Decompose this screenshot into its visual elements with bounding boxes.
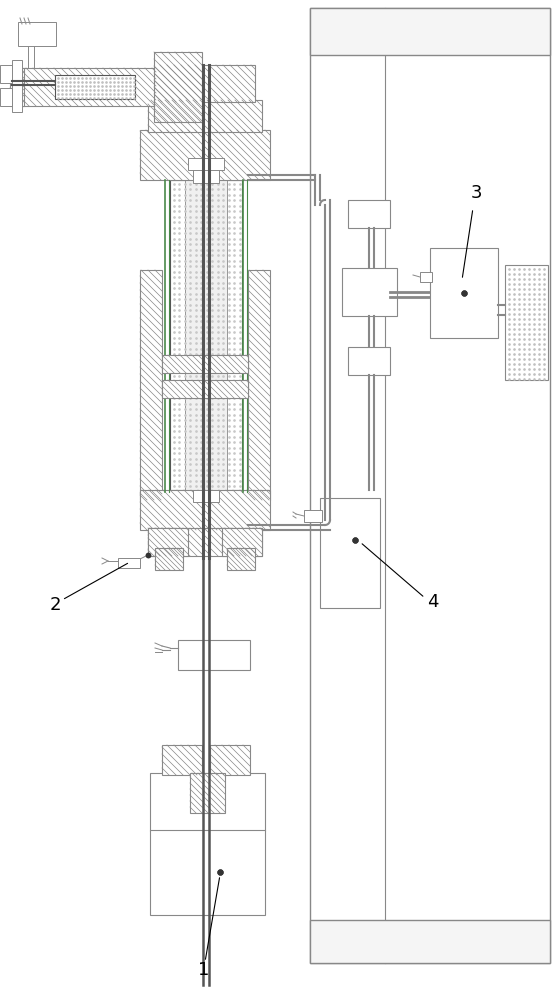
Bar [170,180,242,490]
Bar [150,773,265,831]
Bar [304,510,322,522]
Bar [148,528,188,556]
Bar [118,558,140,568]
Bar [140,270,162,500]
Bar [248,270,270,500]
Bar [162,380,248,398]
Bar [22,68,156,106]
Bar [210,745,250,775]
Bar [348,200,390,228]
Bar [150,830,265,915]
Bar [154,52,202,122]
Bar [0,88,12,106]
Bar [155,65,255,102]
Bar [348,347,390,375]
Bar [162,745,202,775]
Bar [505,265,548,380]
Bar [222,528,262,556]
Bar [12,60,22,112]
Bar [310,8,550,963]
Bar [320,498,380,608]
Bar [148,100,262,132]
Text: 3: 3 [471,184,482,202]
Bar [55,75,135,99]
Bar [430,248,498,338]
Bar [162,355,248,373]
Bar [10,68,24,106]
Bar [227,548,255,570]
Bar [310,8,550,55]
Bar [193,490,219,502]
Bar [155,548,183,570]
Bar [140,490,270,530]
Bar [140,130,270,180]
Bar [185,180,227,490]
Bar [342,268,397,316]
Bar [190,773,225,813]
Text: 4: 4 [427,593,438,611]
Bar [148,528,262,556]
Bar [188,158,224,170]
Bar [178,640,250,670]
Bar [420,272,432,282]
Bar [310,920,550,963]
Bar [193,168,219,183]
Text: 2: 2 [50,596,62,614]
Bar [18,22,56,46]
Bar [0,65,12,83]
Text: 1: 1 [198,961,209,979]
